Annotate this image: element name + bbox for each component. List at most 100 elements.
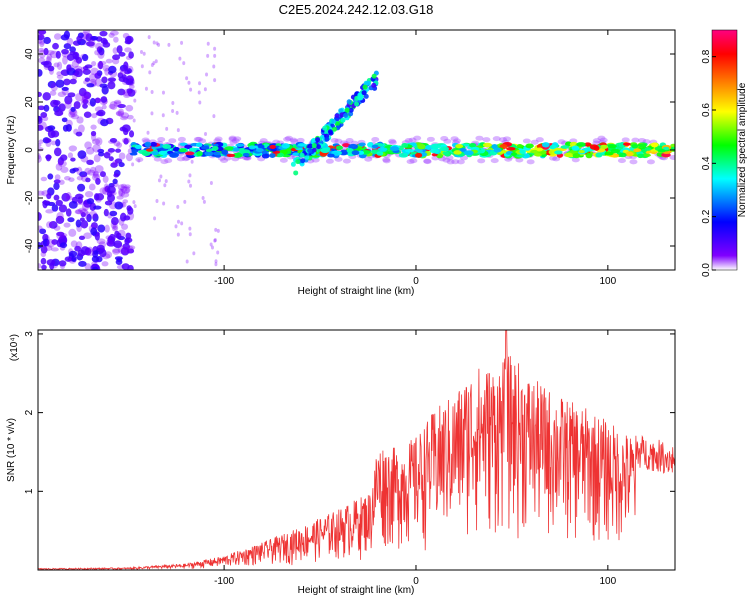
- spectrogram-cell: [576, 142, 586, 147]
- spectrogram-cell: [94, 97, 101, 104]
- spectrogram-cell: [255, 148, 264, 153]
- spectrogram-cell: [69, 168, 76, 174]
- spectrogram-cell: [66, 37, 74, 46]
- spectrogram-cell: [339, 149, 349, 155]
- spectrogram-cell: [147, 35, 151, 40]
- spectrogram-cell: [176, 232, 180, 237]
- spectrogram-cell: [86, 213, 92, 223]
- spectrogram-cell: [331, 118, 337, 124]
- spectrogram-cell: [177, 136, 186, 142]
- spectrogram-cell: [154, 59, 158, 64]
- spectrogram-cell: [81, 95, 89, 102]
- spectrogram-cell: [38, 152, 41, 160]
- spectrogram-cell: [195, 142, 203, 148]
- spectrogram-cell: [66, 192, 72, 200]
- spectrogram-cell: [77, 183, 86, 192]
- spectrogram-cell: [388, 140, 397, 146]
- spectrogram-cell: [610, 148, 620, 154]
- spectrogram-cell: [38, 147, 44, 152]
- spectrogram-cell: [475, 135, 484, 141]
- spectrogram-cell: [644, 147, 652, 151]
- spectrogram-cell: [176, 219, 180, 224]
- spectrogram-cell: [198, 100, 202, 105]
- spectrogram-cell: [103, 151, 111, 159]
- spectrogram-cell: [46, 259, 56, 266]
- spectrogram-cell: [88, 183, 96, 191]
- spectrogram-cell: [571, 157, 580, 163]
- spectrogram-cell: [77, 196, 83, 204]
- spectrogram-cell: [187, 179, 191, 184]
- spectrogram-cell: [183, 199, 187, 204]
- spectrogram-cell: [50, 140, 57, 146]
- spectrogram-cell: [92, 170, 100, 179]
- snr-frame: [37, 329, 676, 571]
- spectrogram-cell: [124, 39, 132, 45]
- spectrogram-cell: [70, 106, 76, 112]
- colorbar-tick-label: 0.2: [701, 209, 712, 223]
- y-tick-label: -20: [24, 190, 35, 205]
- spectrogram-cell: [76, 200, 85, 206]
- spectrogram-cell: [101, 261, 109, 267]
- spectrogram-cell: [358, 142, 366, 147]
- spectrogram-cell: [324, 129, 330, 135]
- spectrogram-cell: [107, 148, 116, 153]
- x-tick-label: -100: [214, 276, 234, 287]
- spectrogram-cell: [94, 50, 100, 56]
- spectrogram-cell: [113, 99, 122, 105]
- spectrogram-cell: [327, 153, 335, 158]
- spectrogram-cell: [281, 143, 290, 149]
- spectrogram-cell: [121, 223, 129, 230]
- spectrogram-cell: [89, 97, 96, 107]
- spectrogram-cell: [592, 138, 601, 144]
- colorbar-label: Normalized spectral amplitude: [737, 82, 748, 217]
- spectrogram-cell: [482, 137, 491, 143]
- spectrogram-cell: [113, 173, 120, 178]
- spectrogram-cell: [401, 142, 409, 148]
- spectrogram-cell: [133, 89, 137, 94]
- spectrogram-cell: [157, 137, 166, 143]
- spectrogram-cell: [99, 187, 108, 195]
- spectrogram-cell: [205, 72, 209, 77]
- spectrogram-cell: [124, 186, 131, 194]
- spectrogram-cell: [477, 158, 486, 164]
- spectrogram-cell: [189, 183, 193, 188]
- spectrogram-cell: [535, 137, 544, 143]
- spectrogram-cell: [126, 248, 135, 254]
- spectrogram-cell: [492, 136, 501, 142]
- spectrogram-cell: [197, 90, 201, 95]
- spectrogram-cell: [670, 143, 675, 148]
- spectrogram-cell: [55, 215, 65, 224]
- spectrogram-cell: [160, 159, 169, 165]
- spectrogram-cell: [44, 138, 52, 143]
- spectrogram-cell: [107, 193, 116, 203]
- spectrogram-cell: [48, 220, 58, 229]
- spectrogram-cell: [232, 147, 240, 152]
- spectrogram-cell: [299, 152, 305, 158]
- spectrogram-cell: [47, 125, 56, 131]
- spectrogram-cell: [40, 111, 48, 119]
- spectrogram-cell: [213, 238, 217, 243]
- spectrogram-cell: [100, 118, 109, 127]
- spectrogram-cell: [342, 143, 351, 148]
- spectrogram-cell: [63, 78, 71, 86]
- spectrogram-cell: [47, 80, 57, 89]
- spectrogram-cell: [79, 208, 89, 217]
- spectrogram-cell: [45, 154, 51, 162]
- spectrogram-cell: [86, 198, 95, 205]
- spectrogram-cell: [120, 246, 130, 256]
- spectrogram-cell: [631, 137, 640, 143]
- spectrogram-cell: [348, 107, 354, 113]
- spectrogram-cell: [325, 158, 334, 164]
- spectrogram-cell: [71, 114, 80, 120]
- spectrogram-cell: [242, 152, 250, 157]
- spectrogram-cell: [187, 80, 191, 85]
- spectrogram-cell: [515, 157, 524, 163]
- spectrogram-cell: [530, 149, 540, 154]
- spectrogram-cell: [213, 78, 217, 83]
- spectrogram-cell: [443, 138, 452, 144]
- spectrogram-cell: [56, 231, 65, 240]
- spectrogram-cell: [279, 157, 288, 163]
- snr-axes: -100 0 100 1 2 3: [24, 330, 675, 587]
- spectrogram-cell: [362, 84, 368, 90]
- spectrogram-cell: [445, 155, 454, 161]
